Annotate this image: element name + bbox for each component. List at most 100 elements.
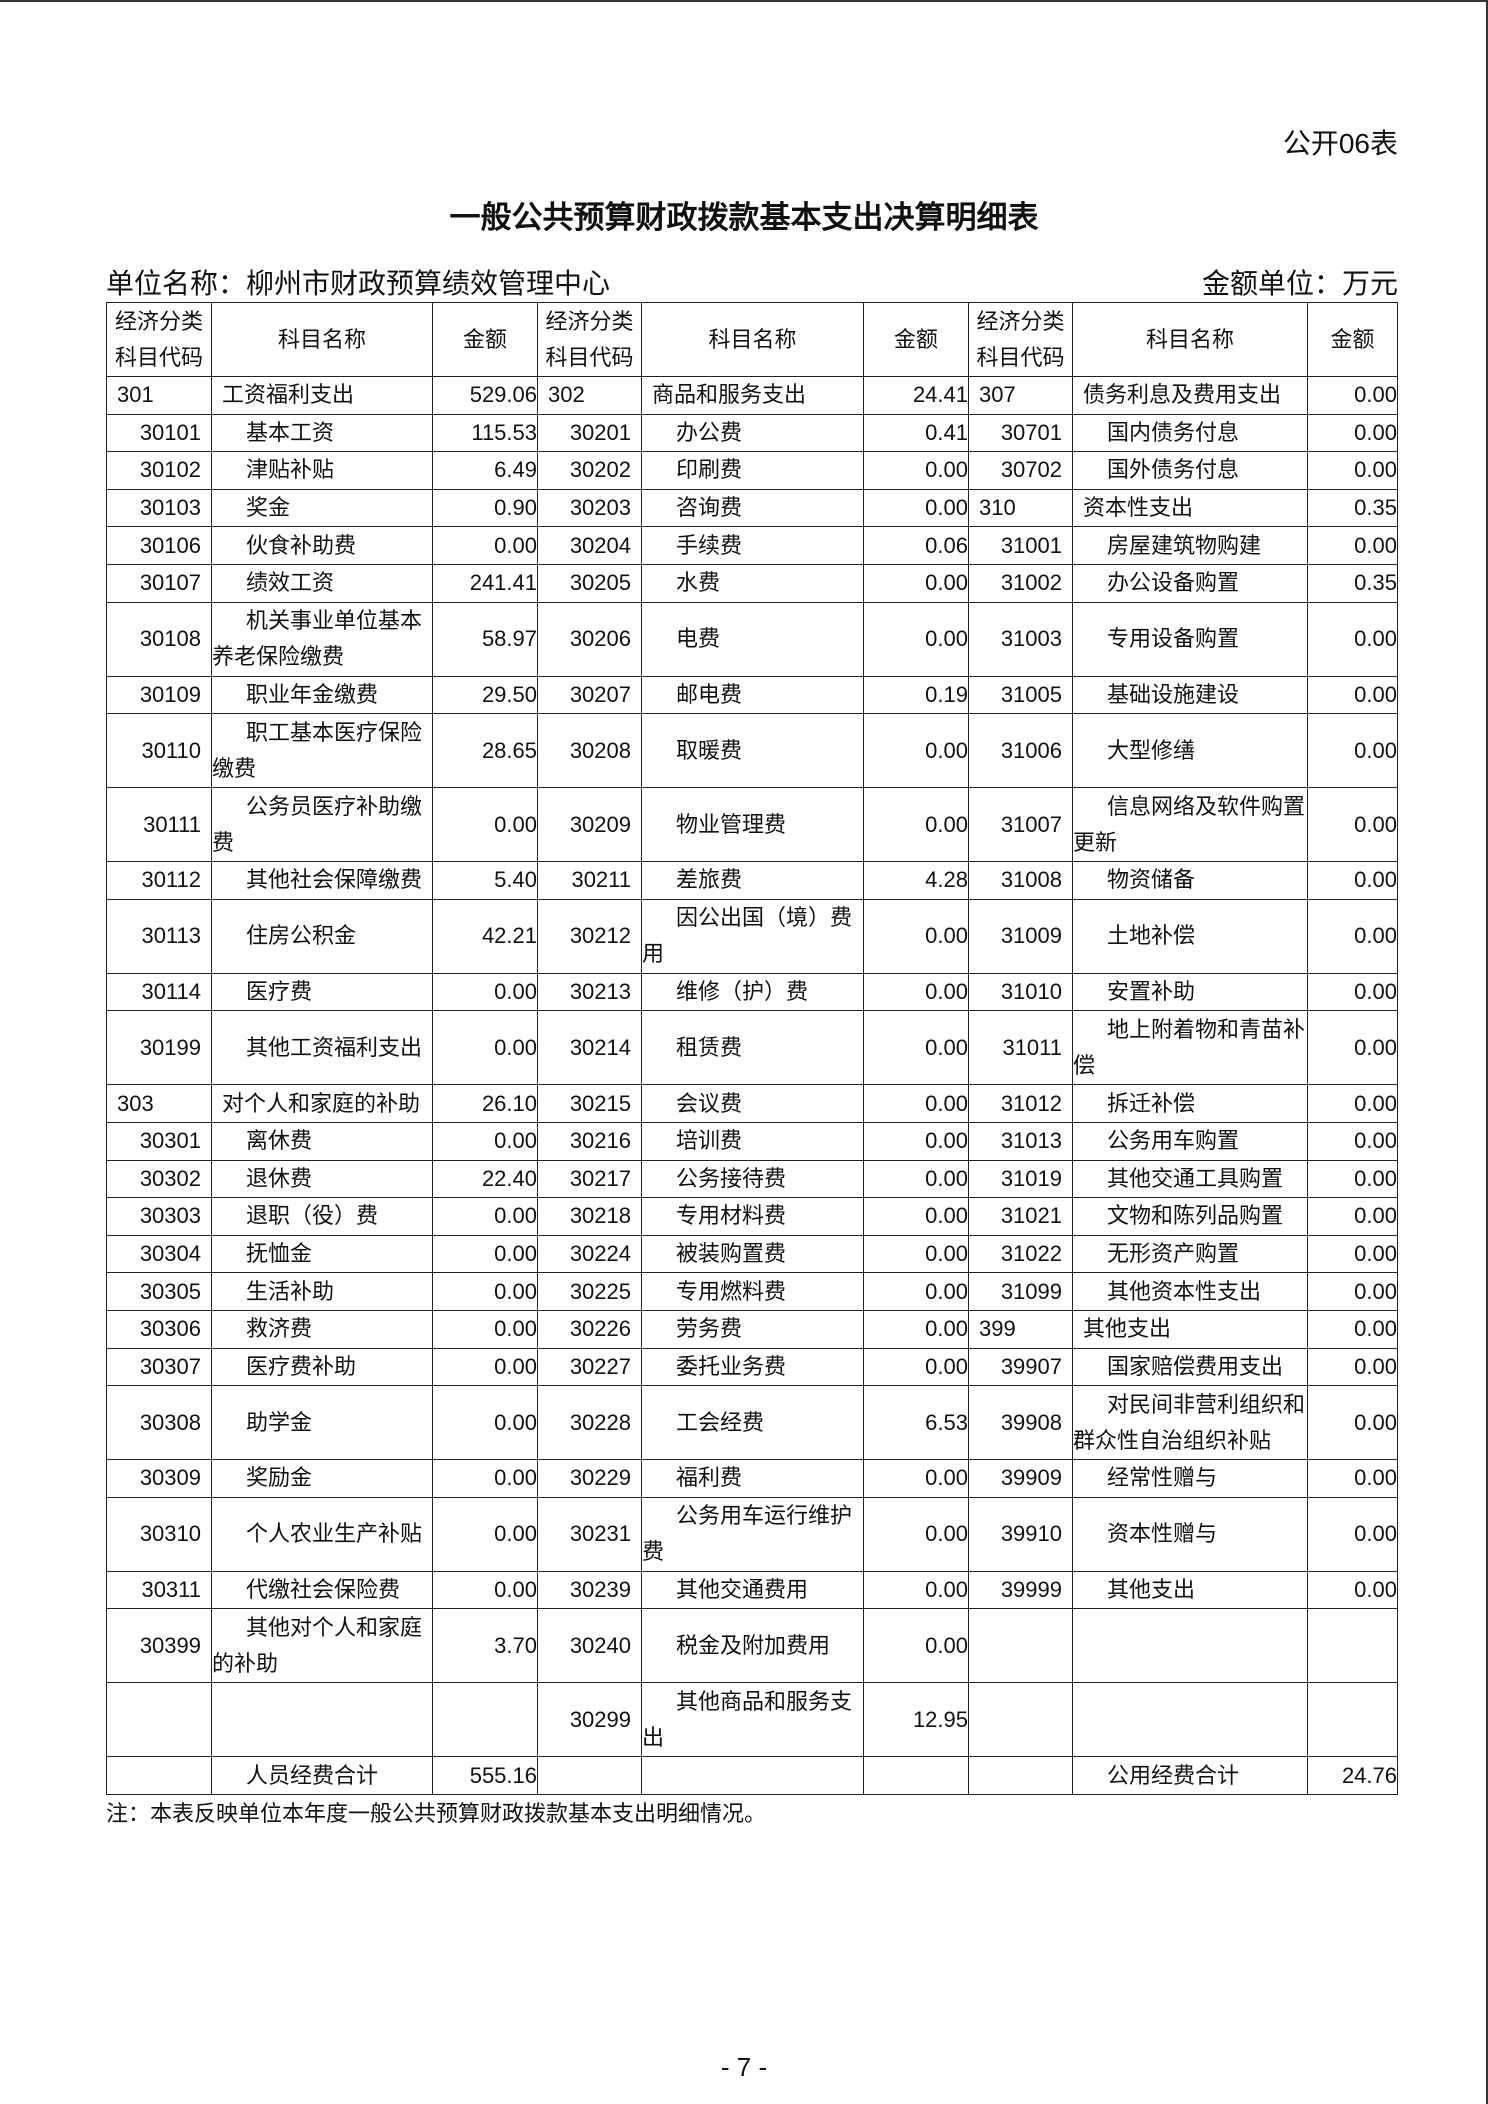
table-row: 30111 公务员医疗补助缴费 0.00 30209 物业管理费 0.00 31007 信息网… bbox=[106, 787, 1398, 863]
page-title: 一般公共预算财政拨款基本支出决算明细表 bbox=[449, 200, 1039, 235]
cell-name: 信息网络及软件购置更新 bbox=[1072, 787, 1308, 863]
cell-code: 30224 bbox=[537, 1234, 642, 1274]
cell-code: 31019 bbox=[968, 1159, 1073, 1199]
cell-code: 30307 bbox=[106, 1347, 212, 1387]
cell-name: 物业管理费 bbox=[641, 787, 864, 863]
cell-code: 31008 bbox=[968, 861, 1073, 900]
cell-name: 其他交通工具购置 bbox=[1072, 1159, 1308, 1199]
cell-code: 30399 bbox=[106, 1608, 212, 1684]
cell-code: 30303 bbox=[106, 1197, 212, 1236]
table-row: 301 工资福利支出 529.06 302 商品和服务支出 24.41 307 债务利息及费用… bbox=[106, 376, 1398, 415]
cell-amount: 5.40 bbox=[432, 861, 538, 900]
cell-code: 39908 bbox=[968, 1385, 1073, 1461]
cell-name: 基本工资 bbox=[211, 413, 433, 453]
cell-code: 31012 bbox=[968, 1084, 1073, 1123]
expenditure-table: 经济分类科目代码 科目名称 金额 经济分类科目代码 科目名称 金额 经济分类科目… bbox=[106, 302, 1398, 1795]
cell-amount: 555.16 bbox=[432, 1756, 538, 1795]
cell-code bbox=[537, 1756, 642, 1795]
cell-code: 31099 bbox=[968, 1272, 1073, 1311]
cell-code: 30701 bbox=[968, 413, 1073, 453]
cell-name: 资本性支出 bbox=[1072, 488, 1308, 528]
header-code: 经济分类科目代码 bbox=[968, 302, 1073, 377]
cell-code: 31021 bbox=[968, 1197, 1073, 1236]
cell-code: 30227 bbox=[537, 1347, 642, 1387]
cell-code: 30225 bbox=[537, 1272, 642, 1311]
cell-code: 30199 bbox=[106, 1010, 212, 1086]
header-code: 经济分类科目代码 bbox=[106, 302, 212, 377]
cell-code bbox=[968, 1682, 1073, 1758]
cell-amount: 0.00 bbox=[432, 1385, 538, 1461]
cell-amount: 0.00 bbox=[863, 1084, 969, 1123]
header-name: 科目名称 bbox=[211, 302, 433, 377]
cell-code: 30114 bbox=[106, 972, 212, 1012]
cell-code: 30102 bbox=[106, 451, 212, 490]
cell-code: 30218 bbox=[537, 1197, 642, 1236]
cell-code: 30111 bbox=[106, 787, 212, 863]
table-row: 30106 伙食补助费 0.00 30204 手续费 0.06 31001 房屋建筑物购建 0.… bbox=[106, 526, 1398, 565]
cell-amount: 0.00 bbox=[1307, 1121, 1398, 1161]
cell-amount: 0.00 bbox=[1307, 1496, 1398, 1572]
cell-code: 30308 bbox=[106, 1385, 212, 1461]
table-row: 30306 救济费 0.00 30226 劳务费 0.00 399 其他支出 0.00 bbox=[106, 1309, 1398, 1349]
cell-name bbox=[1072, 1608, 1308, 1684]
cell-code: 31001 bbox=[968, 526, 1073, 565]
cell-amount: 0.00 bbox=[1307, 1459, 1398, 1498]
table-row: 30110 职工基本医疗保险缴费 28.65 30208 取暖费 0.00 31006 大型修… bbox=[106, 713, 1398, 789]
cell-name: 因公出国（境）费用 bbox=[641, 898, 864, 974]
cell-name: 其他对个人和家庭的补助 bbox=[211, 1608, 433, 1684]
cell-amount: 0.00 bbox=[863, 563, 969, 603]
table-number: 公开06表 bbox=[1282, 128, 1398, 159]
table-row: 30399 其他对个人和家庭的补助 3.70 30240 税金及附加费用 0.00 bbox=[106, 1608, 1398, 1684]
cell-code: 30202 bbox=[537, 451, 642, 490]
cell-code bbox=[106, 1756, 212, 1795]
cell-amount: 0.00 bbox=[863, 1570, 969, 1610]
cell-amount: 0.00 bbox=[432, 1010, 538, 1086]
cell-amount: 0.00 bbox=[863, 1496, 969, 1572]
cell-amount: 0.00 bbox=[863, 1197, 969, 1236]
cell-code: 30205 bbox=[537, 563, 642, 603]
cell-name: 其他支出 bbox=[1072, 1570, 1308, 1610]
cell-name: 其他交通费用 bbox=[641, 1570, 864, 1610]
cell-code: 30106 bbox=[106, 526, 212, 565]
cell-code: 31005 bbox=[968, 675, 1073, 715]
cell-name: 无形资产购置 bbox=[1072, 1234, 1308, 1274]
cell-code: 302 bbox=[537, 376, 642, 415]
cell-amount: 0.35 bbox=[1307, 488, 1398, 528]
cell-code: 30217 bbox=[537, 1159, 642, 1199]
cell-code: 30239 bbox=[537, 1570, 642, 1610]
cell-code: 30208 bbox=[537, 713, 642, 789]
cell-name: 被装购置费 bbox=[641, 1234, 864, 1274]
cell-name: 公用经费合计 bbox=[1072, 1756, 1308, 1795]
cell-amount: 0.00 bbox=[432, 526, 538, 565]
table-row: 30103 奖金 0.90 30203 咨询费 0.00 310 资本性支出 0.35 bbox=[106, 488, 1398, 528]
table-row: 30112 其他社会保障缴费 5.40 30211 差旅费 4.28 31008 物资储备 0.… bbox=[106, 861, 1398, 900]
table-row: 30199 其他工资福利支出 0.00 30214 租赁费 0.00 31011 地上附着物和… bbox=[106, 1010, 1398, 1086]
cell-name: 基础设施建设 bbox=[1072, 675, 1308, 715]
cell-amount: 0.00 bbox=[432, 1496, 538, 1572]
table-row: 30310 个人农业生产补贴 0.00 30231 公务用车运行维护费 0.00 39910… bbox=[106, 1496, 1398, 1572]
header-amount: 金额 bbox=[1307, 302, 1398, 377]
cell-amount: 0.00 bbox=[432, 1272, 538, 1311]
cell-amount: 0.00 bbox=[1307, 413, 1398, 453]
cell-name: 津贴补贴 bbox=[211, 451, 433, 490]
cell-code: 30212 bbox=[537, 898, 642, 974]
cell-amount: 0.00 bbox=[863, 1309, 969, 1349]
cell-code: 30103 bbox=[106, 488, 212, 528]
table-row: 人员经费合计 555.16 公用经费合计 24.76 bbox=[106, 1756, 1398, 1795]
cell-name: 公务接待费 bbox=[641, 1159, 864, 1199]
cell-amount: 0.00 bbox=[863, 1234, 969, 1274]
cell-name: 离休费 bbox=[211, 1121, 433, 1161]
cell-amount: 0.00 bbox=[1307, 972, 1398, 1012]
cell-name: 国家赔偿费用支出 bbox=[1072, 1347, 1308, 1387]
cell-code: 30231 bbox=[537, 1496, 642, 1572]
cell-amount: 0.00 bbox=[863, 972, 969, 1012]
cell-name bbox=[211, 1682, 433, 1758]
cell-amount: 0.00 bbox=[1307, 451, 1398, 490]
cell-code: 30207 bbox=[537, 675, 642, 715]
cell-name: 债务利息及费用支出 bbox=[1072, 376, 1308, 415]
cell-amount: 0.19 bbox=[863, 675, 969, 715]
cell-name: 公务用车购置 bbox=[1072, 1121, 1308, 1161]
cell-amount: 0.00 bbox=[432, 1570, 538, 1610]
cell-name bbox=[1072, 1682, 1308, 1758]
cell-name: 职业年金缴费 bbox=[211, 675, 433, 715]
